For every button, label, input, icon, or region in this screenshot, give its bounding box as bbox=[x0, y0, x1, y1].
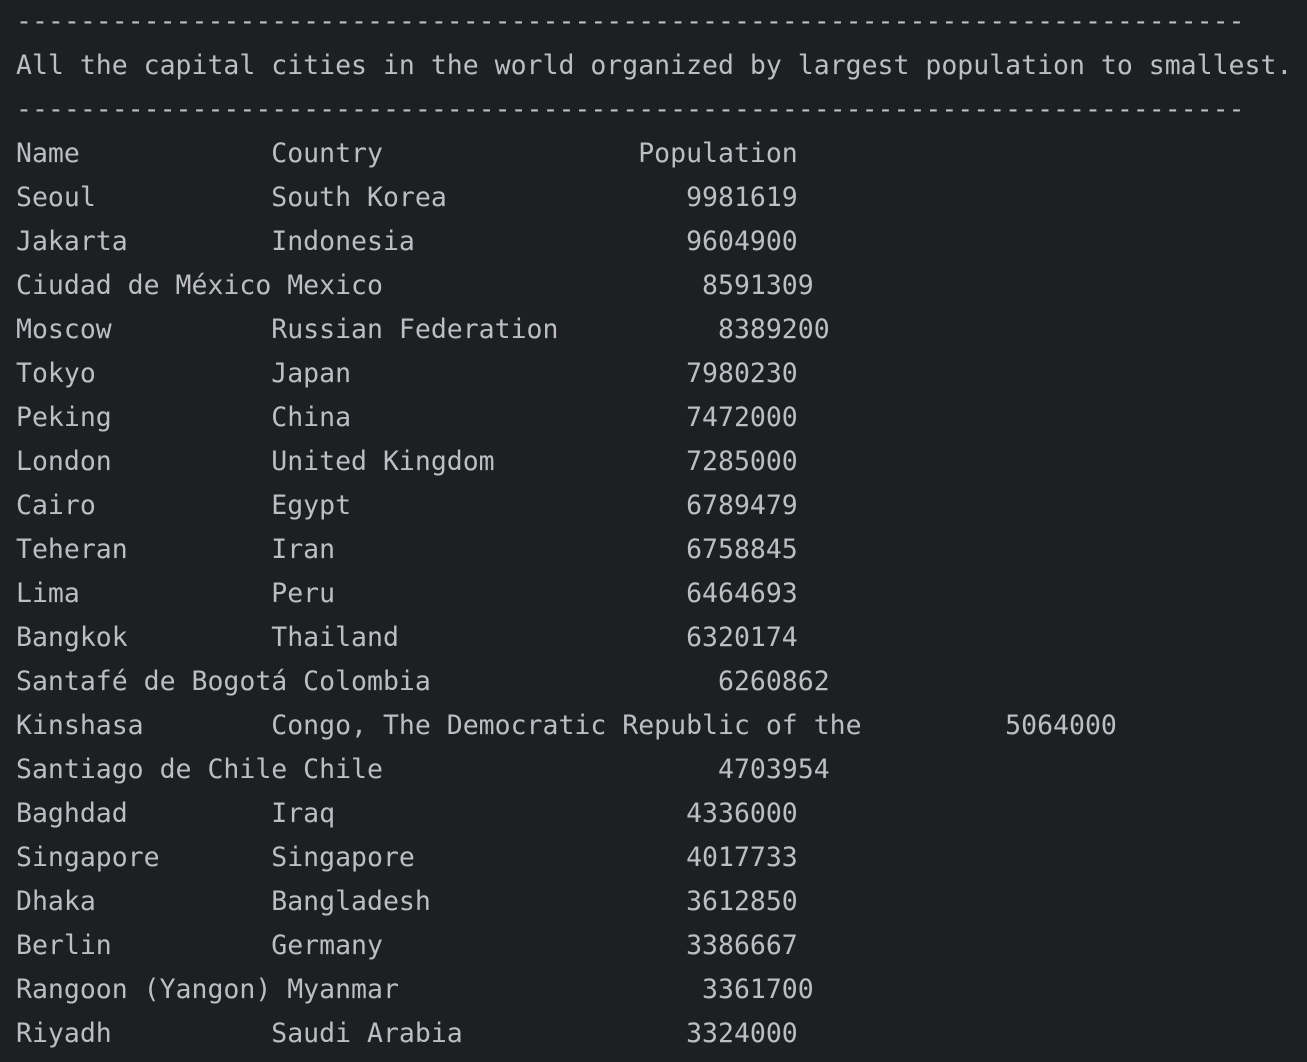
output-row: Dhaka Bangladesh 3612850 bbox=[16, 886, 798, 917]
output-row: Berlin Germany 3386667 bbox=[16, 930, 798, 961]
output-row: Baghdad Iraq 4336000 bbox=[16, 798, 798, 829]
output-row: Lima Peru 6464693 bbox=[16, 578, 798, 609]
output-row: Bangkok Thailand 6320174 bbox=[16, 622, 798, 653]
output-row: Teheran Iran 6758845 bbox=[16, 534, 798, 565]
output-row: Cairo Egypt 6789479 bbox=[16, 490, 798, 521]
output-row: Jakarta Indonesia 9604900 bbox=[16, 226, 798, 257]
output-row: Peking China 7472000 bbox=[16, 402, 798, 433]
output-row: Santiago de Chile Chile 4703954 bbox=[16, 754, 830, 785]
output-row: London United Kingdom 7285000 bbox=[16, 446, 798, 477]
separator-line: ----------------------------------------… bbox=[16, 94, 1245, 125]
output-row: Kinshasa Congo, The Democratic Republic … bbox=[16, 710, 1117, 741]
output-row: Moscow Russian Federation 8389200 bbox=[16, 314, 830, 345]
output-row: Rangoon (Yangon) Myanmar 3361700 bbox=[16, 974, 814, 1005]
separator-line: ----------------------------------------… bbox=[16, 6, 1245, 37]
output-row: Tokyo Japan 7980230 bbox=[16, 358, 798, 389]
column-header-row: Name Country Population bbox=[16, 138, 798, 169]
output-row: Ciudad de México Mexico 8591309 bbox=[16, 270, 814, 301]
output-row: Singapore Singapore 4017733 bbox=[16, 842, 798, 873]
report-heading: All the capital cities in the world orga… bbox=[16, 50, 1293, 81]
output-row: Seoul South Korea 9981619 bbox=[16, 182, 798, 213]
output-row: Riyadh Saudi Arabia 3324000 bbox=[16, 1018, 798, 1049]
output-row: Santafé de Bogotá Colombia 6260862 bbox=[16, 666, 830, 697]
